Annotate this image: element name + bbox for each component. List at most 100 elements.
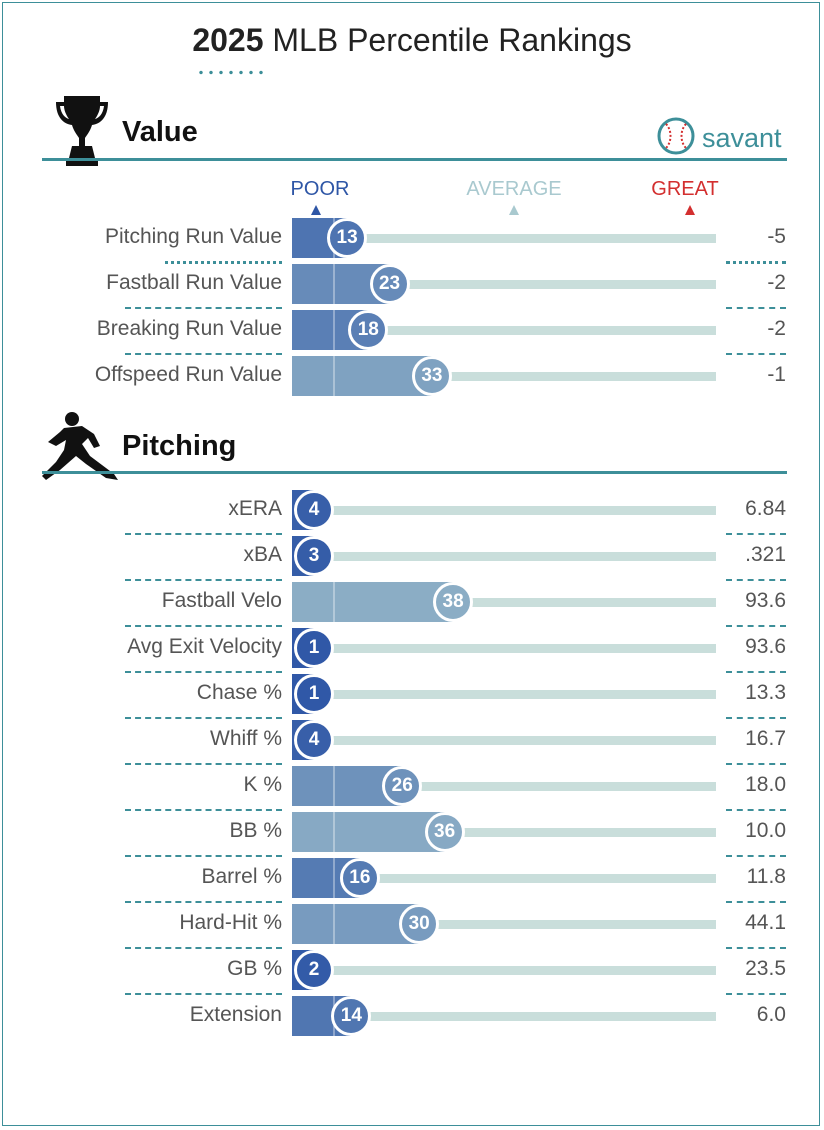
metric-value: -5 <box>767 225 786 248</box>
metric-value: 23.5 <box>745 957 786 980</box>
percentile-bar <box>292 904 420 944</box>
percentile-bar <box>292 582 454 622</box>
row-separator <box>125 717 282 719</box>
percentile-track <box>292 644 716 653</box>
percentile-badge: 38 <box>433 582 474 622</box>
row-separator <box>125 855 282 857</box>
percentile-track <box>292 966 716 975</box>
row-separator <box>125 993 282 995</box>
section-rule-value <box>42 158 787 161</box>
bar-tick <box>333 264 336 304</box>
row-separator <box>726 763 786 765</box>
row-separator <box>726 671 786 673</box>
row-separator <box>125 809 282 811</box>
percentile-badge: 16 <box>339 858 380 898</box>
percentile-badge: 33 <box>411 356 452 396</box>
percentile-badge: 1 <box>294 674 334 714</box>
percentile-badge: 4 <box>294 720 334 760</box>
metric-label: Offspeed Run Value <box>94 363 282 386</box>
page-title: 2025 MLB Percentile Rankings <box>192 22 632 58</box>
row-separator <box>125 533 282 535</box>
metric-label: xBA <box>243 543 282 566</box>
row-separator <box>125 307 282 309</box>
scale-label-great: GREAT <box>651 178 719 200</box>
percentile-track <box>292 828 716 837</box>
row-separator <box>125 901 282 903</box>
bar-tick <box>333 310 336 350</box>
percentile-track <box>292 372 716 381</box>
metric-value: 16.7 <box>745 727 786 750</box>
percentile-badge: 36 <box>424 812 465 852</box>
metric-value: 6.0 <box>756 1003 786 1026</box>
metric-label: Extension <box>189 1003 282 1026</box>
savant-logo: savant <box>656 116 782 161</box>
percentile-track <box>292 552 716 561</box>
row-separator <box>165 261 282 264</box>
metric-value: -2 <box>767 317 786 340</box>
percentile-badge: 13 <box>327 218 368 258</box>
percentile-badge: 26 <box>382 766 423 806</box>
metric-label: BB % <box>229 819 282 842</box>
bar-tick <box>333 582 336 622</box>
bar-tick <box>333 766 336 806</box>
percentile-track <box>292 920 716 929</box>
savant-wordmark: savant <box>702 122 782 153</box>
section-rule-pitching <box>42 471 787 474</box>
metric-value: 93.6 <box>745 589 786 612</box>
scale-label-average: AVERAGE <box>466 178 562 200</box>
row-separator <box>726 855 786 857</box>
row-separator <box>125 625 282 627</box>
row-separator <box>125 579 282 581</box>
row-separator <box>726 533 786 535</box>
percentile-badge: 4 <box>294 490 334 530</box>
metric-label: Pitching Run Value <box>104 225 282 248</box>
metric-label: Chase % <box>196 681 282 704</box>
percentile-badge: 23 <box>369 264 410 304</box>
row-separator <box>726 993 786 995</box>
metric-value: 6.84 <box>745 497 786 520</box>
percentile-badge: 30 <box>399 904 440 944</box>
percentile-track <box>292 280 716 289</box>
percentile-track <box>292 1012 716 1021</box>
row-separator <box>125 763 282 765</box>
metric-value: -2 <box>767 271 786 294</box>
baseball-icon <box>656 116 696 161</box>
metric-label: xERA <box>228 497 282 520</box>
metric-value: -1 <box>767 363 786 386</box>
metric-label: K % <box>243 773 282 796</box>
metric-label: Whiff % <box>210 727 282 750</box>
percentile-track <box>292 506 716 515</box>
percentile-badge: 1 <box>294 628 334 668</box>
metric-label: Fastball Run Value <box>106 271 282 294</box>
percentile-track <box>292 598 716 607</box>
row-separator <box>125 947 282 949</box>
section-title-value: Value <box>122 116 198 148</box>
percentile-bar <box>292 356 432 396</box>
metric-value: 44.1 <box>745 911 786 934</box>
scale-arrow-average <box>509 205 519 215</box>
metric-label: Barrel % <box>201 865 282 888</box>
metric-label: Breaking Run Value <box>96 317 282 340</box>
trophy-icon <box>54 94 110 168</box>
row-separator <box>726 901 786 903</box>
percentile-track <box>292 736 716 745</box>
row-separator <box>726 625 786 627</box>
bar-tick <box>333 812 336 852</box>
percentile-bar <box>292 812 445 852</box>
metric-value: 10.0 <box>745 819 786 842</box>
percentile-track <box>292 690 716 699</box>
row-separator <box>726 261 786 264</box>
bar-tick <box>333 904 336 944</box>
scale-arrow-poor <box>311 205 321 215</box>
section-title-pitching: Pitching <box>122 430 237 462</box>
metric-value: .321 <box>745 543 786 566</box>
percentile-badge: 2 <box>294 950 334 990</box>
percentile-track <box>292 874 716 883</box>
percentile-badge: 18 <box>348 310 389 350</box>
title-underline <box>196 70 268 75</box>
percentile-track <box>292 234 716 243</box>
metric-label: Avg Exit Velocity <box>127 635 282 658</box>
percentile-track <box>292 782 716 791</box>
percentile-track <box>292 326 716 335</box>
